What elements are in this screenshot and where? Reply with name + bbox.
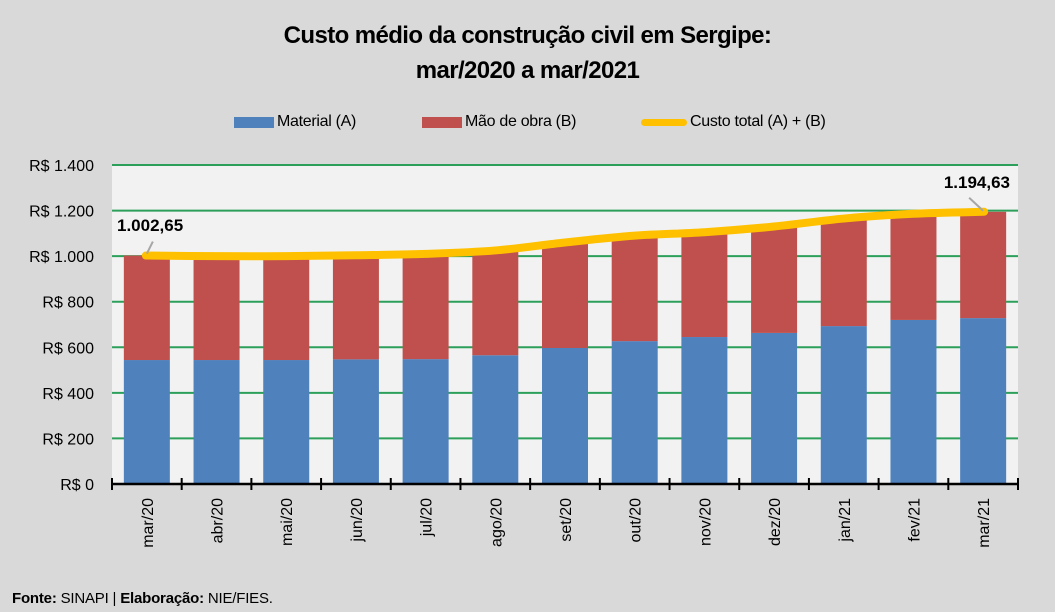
x-tick-label: mar/20: [140, 498, 157, 548]
bar-material: [890, 319, 937, 484]
y-tick-label: R$ 200: [42, 431, 94, 448]
bar-labor: [402, 253, 449, 360]
legend-item-material: Material (A): [234, 110, 356, 134]
chart-svg: R$ 0 R$ 200 R$ 400 R$ 600 R$ 800 R$ 1.000 R$ 1…: [29, 158, 1019, 548]
bar-material: [263, 360, 310, 484]
bar-material: [332, 359, 379, 484]
footer-source-value: SINAPI |: [60, 590, 117, 607]
bars: [123, 211, 1007, 484]
bar-material: [751, 332, 798, 484]
bar-labor: [890, 213, 937, 320]
x-axis-tick-labels: mar/20 abr/20 mai/20 jun/20 jul/20 ago/20 set/…: [140, 498, 993, 548]
x-axis: [111, 478, 1019, 490]
legend-label-labor: Mão de obra (B): [465, 113, 577, 130]
bar-labor: [472, 250, 519, 356]
y-tick-label: R$ 800: [42, 295, 94, 312]
x-tick-label: jun/20: [349, 498, 366, 543]
bar-labor: [332, 255, 379, 360]
legend-label-total: Custo total (A) + (B): [690, 113, 826, 130]
bar-labor: [542, 242, 588, 348]
legend-swatch-total: [641, 118, 687, 126]
chart-title-line-2: mar/2020 a mar/2021: [415, 57, 640, 84]
y-tick-label: R$ 1.200: [29, 204, 94, 221]
y-tick-label: R$ 1.000: [29, 249, 94, 266]
bar-labor: [611, 235, 658, 342]
y-axis-tick-labels: R$ 0 R$ 200 R$ 400 R$ 600 R$ 800 R$ 1.000 R$ 1…: [29, 158, 94, 494]
x-tick-label: dez/20: [767, 498, 784, 546]
bar-labor: [960, 211, 1007, 319]
data-label-first: 1.002,65: [117, 216, 183, 235]
bar-labor: [193, 256, 240, 361]
bar-material: [820, 326, 867, 484]
footer-source-label: Fonte:: [12, 590, 57, 607]
bar-material: [193, 360, 240, 484]
legend-swatch-material: [234, 116, 274, 128]
y-tick-label: R$ 0: [60, 477, 94, 494]
footer-source: Fonte: SINAPI | Elaboração: NIE/FIES.: [12, 590, 273, 607]
chart-legend: Material (A) Mão de obra (B) Custo total…: [0, 110, 1055, 134]
x-tick-label: jul/20: [419, 498, 436, 537]
bar-material: [681, 337, 728, 484]
legend-item-total: Custo total (A) + (B): [641, 110, 826, 134]
x-tick-label: mai/20: [279, 498, 296, 546]
footer-author-value: NIE/FIES.: [207, 590, 273, 607]
bar-labor: [751, 226, 798, 333]
x-tick-label: abr/20: [210, 498, 227, 543]
y-tick-label: R$ 400: [42, 386, 94, 403]
bar-material: [611, 341, 658, 484]
bar-labor: [681, 232, 728, 338]
footer-author-label: Elaboração:: [120, 590, 204, 607]
bar-material: [542, 347, 588, 484]
bar-material: [123, 360, 170, 484]
legend-item-labor: Mão de obra (B): [422, 110, 576, 134]
bar-labor: [820, 218, 867, 327]
x-tick-label: mar/21: [976, 498, 993, 548]
y-tick-label: R$ 1.400: [29, 158, 94, 175]
bar-material: [472, 355, 519, 484]
legend-label-material: Material (A): [277, 113, 357, 130]
bar-labor: [123, 255, 170, 361]
x-tick-label: ago/20: [488, 498, 505, 547]
x-tick-label: nov/20: [697, 498, 714, 546]
leader-line: [968, 197, 984, 212]
legend-swatch-labor: [422, 116, 462, 128]
data-labels: 1.002,65 1.194,63: [117, 173, 1010, 254]
chart-title-line-1: Custo médio da construção civil em Sergi…: [283, 22, 772, 49]
data-label-last: 1.194,63: [944, 173, 1010, 192]
total-line-group: [141, 207, 989, 261]
x-tick-label: fev/21: [906, 498, 923, 542]
x-tick-label: out/20: [628, 498, 645, 543]
bar-labor: [263, 256, 310, 361]
y-tick-label: R$ 600: [42, 340, 94, 357]
x-tick-label: set/20: [558, 498, 575, 542]
bar-material: [402, 359, 449, 484]
bar-material: [960, 318, 1007, 484]
leader-line: [145, 241, 154, 254]
x-tick-label: jan/21: [837, 498, 854, 543]
